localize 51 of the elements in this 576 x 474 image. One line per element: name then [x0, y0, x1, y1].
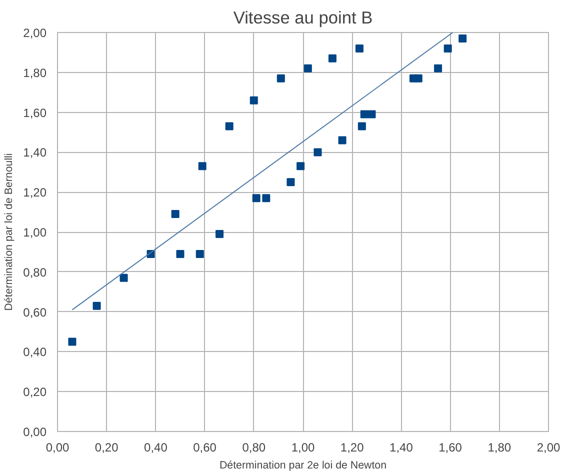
point — [120, 274, 128, 282]
y-tick-label: 1,80 — [23, 66, 47, 80]
point — [171, 210, 180, 218]
point — [68, 338, 76, 346]
x-axis-title: Détermination par 2e loi de Newton — [219, 460, 387, 472]
point — [458, 34, 467, 42]
y-tick-label: 1,00 — [23, 226, 47, 240]
x-tick-label: 0,80 — [242, 440, 266, 454]
point — [368, 110, 376, 118]
point — [355, 44, 364, 52]
y-tick-label: 0,60 — [23, 305, 47, 320]
point — [414, 74, 422, 82]
point — [225, 122, 234, 130]
point — [338, 136, 346, 144]
x-tick-label: 1,60 — [438, 440, 462, 454]
y-tick-label: 0,40 — [23, 345, 47, 360]
x-tick-label: 1,20 — [340, 440, 364, 454]
point — [296, 162, 305, 170]
point — [286, 178, 295, 186]
point — [328, 54, 336, 62]
point — [314, 148, 322, 156]
point — [434, 64, 442, 72]
point — [304, 64, 312, 72]
y-tick-label: 2,00 — [23, 26, 47, 40]
point — [216, 230, 224, 238]
x-tick-label: 1,00 — [291, 440, 316, 454]
point — [444, 44, 452, 52]
x-tick-label: 0,40 — [144, 440, 168, 454]
point — [252, 194, 260, 202]
point — [358, 122, 366, 130]
y-tick-label: 1,60 — [23, 106, 47, 120]
x-tick-label: 1,40 — [390, 440, 414, 454]
point — [198, 162, 206, 170]
chart-title: Vitesse au point B — [233, 8, 373, 28]
y-tick-label: 0,00 — [23, 425, 47, 439]
x-tick-label: 0,00 — [46, 440, 70, 454]
y-tick-label: 0,80 — [23, 265, 47, 280]
y-axis-title: Détermination par loi de Bernoulli — [3, 153, 16, 311]
x-tick-label: 0,20 — [94, 440, 119, 454]
y-tick-label: 1,20 — [23, 186, 47, 200]
point — [176, 250, 184, 258]
x-tick-label: 2,00 — [536, 440, 561, 454]
x-tick-label: 1,80 — [488, 440, 512, 454]
point — [250, 96, 258, 104]
point — [196, 250, 204, 258]
y-tick-label: 0,20 — [23, 385, 47, 400]
y-tick-label: 1,40 — [23, 146, 47, 160]
point — [262, 194, 270, 202]
point — [276, 74, 285, 82]
x-tick-label: 0,60 — [193, 440, 217, 454]
point — [92, 302, 101, 310]
